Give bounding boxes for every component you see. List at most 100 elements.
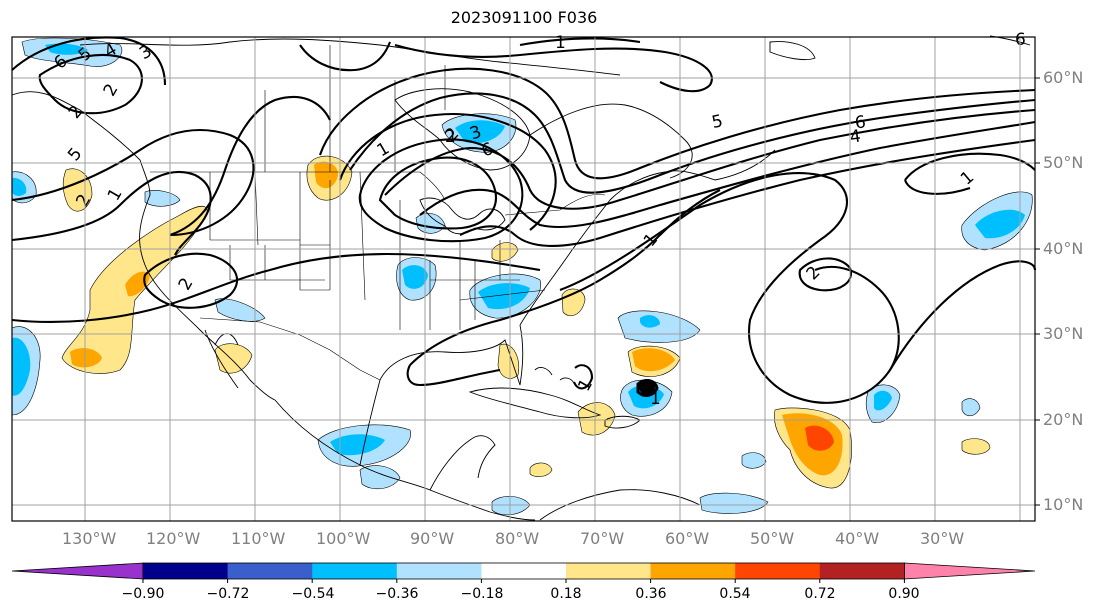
contour-label: 2 [65, 102, 87, 123]
coast-cuba [468, 387, 602, 419]
shade-yellow-caribbean-2 [529, 462, 553, 477]
shade-red-atlantic-2 [805, 425, 834, 451]
lon-label: 80°W [495, 529, 540, 548]
coast-gulf-us [359, 324, 524, 466]
contour-northwest-2 [11, 170, 212, 256]
lat-label: 50°N [1043, 153, 1084, 172]
contour-northwest-1 [11, 129, 255, 237]
contour-label: 6 [854, 112, 868, 133]
shade-yellow-florida [497, 343, 520, 379]
colorbar-tick-label: −0.18 [460, 586, 504, 602]
shade-blue-atlantic-1 [617, 310, 701, 343]
lat-label: 40°N [1043, 239, 1084, 258]
colorbar-segment [735, 563, 821, 579]
graticule [12, 37, 1035, 521]
border-us-canada [150, 171, 606, 216]
latitude-ticks [1035, 77, 1040, 506]
coast-hudson-bay [394, 88, 531, 171]
lat-label: 10°N [1043, 495, 1084, 514]
contour-alaska-ring [11, 36, 167, 86]
contour-label: 4 [849, 126, 863, 147]
shade-cyan-east-atlantic [975, 209, 1025, 239]
coast-great-lakes [419, 197, 506, 235]
contour-label: 1 [957, 167, 978, 189]
shade-orange-west [70, 348, 102, 368]
lat-label: 60°N [1043, 68, 1084, 87]
lon-label: 110°W [231, 529, 286, 548]
shade-yellow-caribbean [577, 402, 616, 436]
contour-label: 5 [64, 144, 86, 165]
map-frame [11, 36, 1036, 522]
colorbar-extend-low [11, 562, 144, 580]
contour-jet-3 [384, 108, 1036, 210]
shade-cyan-mid-atlantic [874, 390, 892, 411]
contour-east-atlantic [904, 152, 1036, 195]
colorbar [11, 562, 1036, 583]
shade-blue-central-america [359, 465, 401, 490]
shade-blue-south-atlantic-2 [741, 452, 767, 469]
contour-atlantic-2 [798, 257, 853, 292]
lat-label: 20°N [1043, 410, 1084, 429]
coast-labrador [529, 103, 693, 179]
colorbar-extend-high [904, 562, 1036, 580]
colorbar-tick-label: 0.90 [888, 586, 920, 602]
lat-label: 30°N [1043, 324, 1084, 343]
colorbar-segment [481, 563, 567, 579]
contour-label: 5 [710, 111, 725, 133]
coast-bahamas [534, 367, 576, 386]
coast-west [139, 194, 276, 401]
contour-jet-1 [319, 67, 1036, 180]
coastlines [11, 35, 1031, 521]
shade-cyan-atlantic-1 [640, 315, 660, 328]
shade-cyan-pacific-nw [12, 177, 27, 196]
lon-label: 30°W [920, 529, 965, 548]
colorbar-segment [566, 563, 652, 579]
contour-pacific-south [11, 252, 541, 324]
shade-yellow-ohio [491, 242, 519, 262]
hurricane-center [639, 379, 655, 395]
contour-alaska-low [38, 54, 143, 115]
colorbar-tick-label: 0.54 [719, 586, 751, 602]
coast-mexico-gulf [274, 399, 536, 521]
colorbar-segment [312, 563, 398, 579]
contour-label: 1 [650, 389, 661, 409]
lon-label: 50°W [750, 529, 795, 548]
contour-atlantic-ridge [889, 260, 1037, 371]
colorbar-tick-label: 0.72 [804, 586, 836, 602]
shade-orange-atlantic-1 [632, 348, 675, 372]
plot-title: 2023091100 F036 [450, 8, 598, 27]
colorbar-segment [396, 563, 482, 579]
coast-east-us [519, 149, 776, 326]
colorbar-segment [227, 563, 313, 579]
contour-label: 1 [555, 33, 566, 53]
lon-label: 130°W [62, 529, 117, 548]
coast-alaska [11, 91, 151, 196]
colorbar-tick-label: −0.72 [206, 586, 250, 602]
contour-hudson-low-1 [378, 156, 497, 230]
shade-orange-ontario [314, 161, 338, 189]
colorbar-tick-label: 0.18 [550, 586, 582, 602]
lon-label: 40°W [835, 529, 880, 548]
shade-cyan-hudson [455, 120, 505, 144]
contour-west-ridge [169, 95, 331, 236]
coast-greenland [769, 35, 1031, 61]
contour-label: 2 [100, 80, 123, 99]
colorbar-frame [142, 562, 905, 580]
lon-label: 120°W [146, 529, 201, 548]
contour-jet-4 [419, 120, 1036, 229]
colorbar-tick-label: −0.54 [291, 586, 335, 602]
shade-blue-south-atlantic [699, 492, 769, 514]
shade-blue-baja [214, 298, 266, 322]
political-boundaries [150, 45, 606, 381]
shade-blue-panama [491, 496, 531, 516]
province-lines [264, 45, 446, 172]
lon-label: 60°W [665, 529, 710, 548]
contour-jet-5 [459, 138, 1036, 247]
contour-greenland-2 [519, 37, 641, 47]
contour-hudson-low-3 [339, 113, 557, 231]
contour-label: 2 [445, 127, 456, 147]
shade-yellow-mexico [214, 343, 253, 374]
coast-yucatan [429, 435, 496, 491]
contour-florida-south [406, 364, 501, 387]
